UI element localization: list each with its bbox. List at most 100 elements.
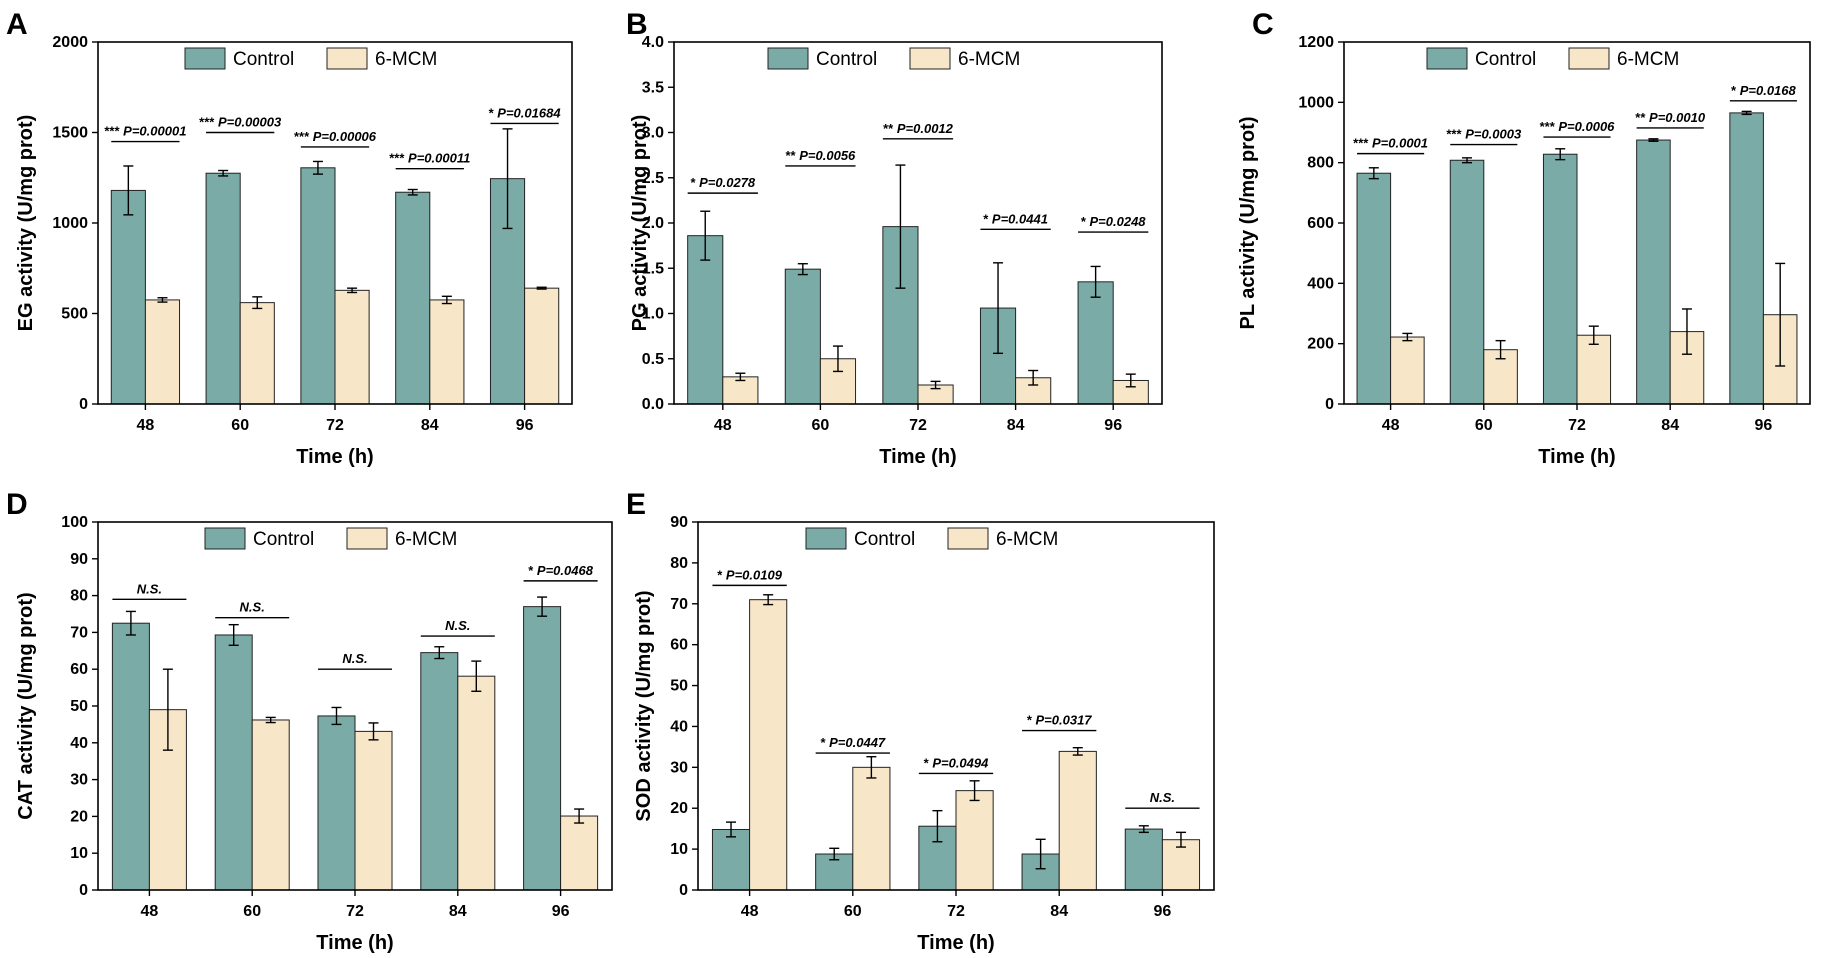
x-tick-label: 72 (346, 903, 364, 920)
error-bar (930, 380, 941, 390)
x-tick-label: 96 (1104, 417, 1122, 434)
legend: Control 6-MCM (805, 527, 1058, 550)
significance-p-value: P=0.0001 (1372, 136, 1428, 151)
significance-stars: ** (786, 148, 797, 163)
y-tick-label: 2.5 (642, 170, 664, 187)
x-tick-label: 96 (516, 417, 534, 434)
bar-control-84 (395, 191, 431, 405)
significance-label: * P=0.01684 (489, 105, 562, 120)
x-tick-label: 96 (1154, 903, 1172, 920)
error-bar (1035, 838, 1046, 870)
error-bar (1648, 138, 1659, 142)
y-tick-label: 3.0 (642, 125, 664, 142)
significance-p-value: P=0.0317 (1036, 713, 1093, 728)
x-axis-title: Time (h) (296, 446, 373, 468)
x-tick-label: 72 (909, 417, 927, 434)
y-tick-label: 200 (1307, 336, 1334, 353)
bar-6-mcm-72 (1576, 334, 1612, 405)
error-bar (832, 345, 843, 373)
significance-label: *** P=0.00001 (104, 124, 186, 139)
legend: Control 6-MCM (204, 527, 457, 550)
significance-p-value: P=0.0494 (932, 755, 989, 770)
legend-swatch-6-mcm (1568, 47, 1610, 70)
bar-6-mcm-96 (560, 815, 599, 891)
bar-control-96 (1729, 112, 1764, 405)
y-tick-label: 80 (670, 555, 688, 572)
significance-stars: * (528, 563, 534, 578)
x-tick-label: 60 (844, 903, 862, 920)
bar-6-mcm-60 (251, 719, 290, 891)
bar-control-48 (111, 622, 150, 891)
legend: Control 6-MCM (1426, 47, 1679, 70)
significance-annotation: * P=0.0109 (712, 567, 787, 587)
error-bar (125, 610, 136, 636)
significance-p-value: P=0.0056 (799, 148, 856, 163)
error-bar (829, 847, 840, 861)
significance-p-value: P=0.0278 (699, 175, 756, 190)
significance-label: *** P=0.0006 (1540, 119, 1616, 134)
significance-p-value: N.S. (1150, 790, 1175, 805)
error-bar (228, 623, 239, 646)
error-bar (441, 295, 452, 305)
y-tick-label: 80 (70, 588, 88, 605)
significance-label: * P=0.0494 (924, 755, 989, 770)
bar-control-48 (711, 828, 751, 891)
significance-annotation: * P=0.0248 (1078, 214, 1149, 233)
bar-6-mcm-60 (239, 302, 275, 405)
error-bar (1741, 110, 1752, 116)
significance-p-value: P=0.0168 (1740, 83, 1797, 98)
bar-control-60 (214, 634, 253, 891)
significance-label: N.S. (240, 600, 265, 615)
significance-p-value: P=0.00003 (218, 115, 282, 130)
bar-6-mcm-84 (1058, 750, 1097, 891)
significance-label: *** P=0.00011 (389, 151, 470, 166)
x-tick-label: 48 (714, 417, 732, 434)
significance-stars: *** (1353, 136, 1369, 151)
bar-6-mcm-72 (334, 289, 370, 405)
significance-p-value: P=0.0109 (726, 567, 783, 582)
significance-label: *** P=0.00003 (199, 115, 282, 130)
x-tick-label: 48 (741, 903, 759, 920)
legend-label-6-mcm: 6-MCM (996, 529, 1058, 550)
significance-p-value: P=0.01684 (497, 105, 561, 120)
y-tick-label: 20 (70, 808, 88, 825)
legend-label-6-mcm: 6-MCM (958, 49, 1020, 70)
significance-annotation: * P=0.0447 (815, 735, 890, 754)
error-bar (536, 286, 547, 290)
significance-p-value: P=0.00011 (408, 151, 470, 166)
error-bar (1175, 831, 1186, 848)
significance-annotation: N.S. (317, 651, 393, 670)
y-tick-label: 50 (70, 698, 88, 715)
panel-letter: A (6, 8, 28, 41)
legend-label-6-mcm: 6-MCM (395, 529, 457, 550)
error-bar (1402, 332, 1413, 342)
significance-stars: * (924, 755, 930, 770)
x-tick-label: 96 (552, 903, 570, 920)
y-tick-label: 0 (79, 396, 88, 413)
significance-label: N.S. (1150, 790, 1175, 805)
x-tick-label: 84 (1007, 417, 1025, 434)
legend-swatch-control (1426, 47, 1468, 70)
bar-control-84 (1636, 139, 1671, 405)
error-bar (735, 372, 746, 382)
bar-6-mcm-72 (354, 730, 393, 891)
bar-6-mcm-60 (852, 766, 891, 891)
bar-control-96 (523, 606, 562, 891)
significance-annotation: * P=0.0441 (980, 211, 1051, 231)
x-tick-label: 48 (1382, 417, 1400, 434)
error-bar (502, 128, 513, 230)
x-tick-label: 48 (141, 903, 159, 920)
error-bar (1138, 825, 1149, 834)
significance-annotation: *** P=0.00011 (389, 151, 470, 170)
error-bar (1125, 373, 1136, 388)
error-bar (218, 169, 229, 177)
significance-stars: * (489, 105, 495, 120)
significance-annotation: * P=0.0168 (1729, 83, 1797, 102)
error-bar (1028, 369, 1039, 386)
error-bar (407, 188, 418, 196)
significance-stars: * (717, 567, 723, 582)
significance-annotation: ** P=0.0010 (1635, 110, 1706, 129)
x-axis-title: Time (h) (316, 932, 393, 954)
bar-6-mcm-96 (524, 287, 560, 405)
significance-annotation: * P=0.0468 (523, 563, 598, 582)
